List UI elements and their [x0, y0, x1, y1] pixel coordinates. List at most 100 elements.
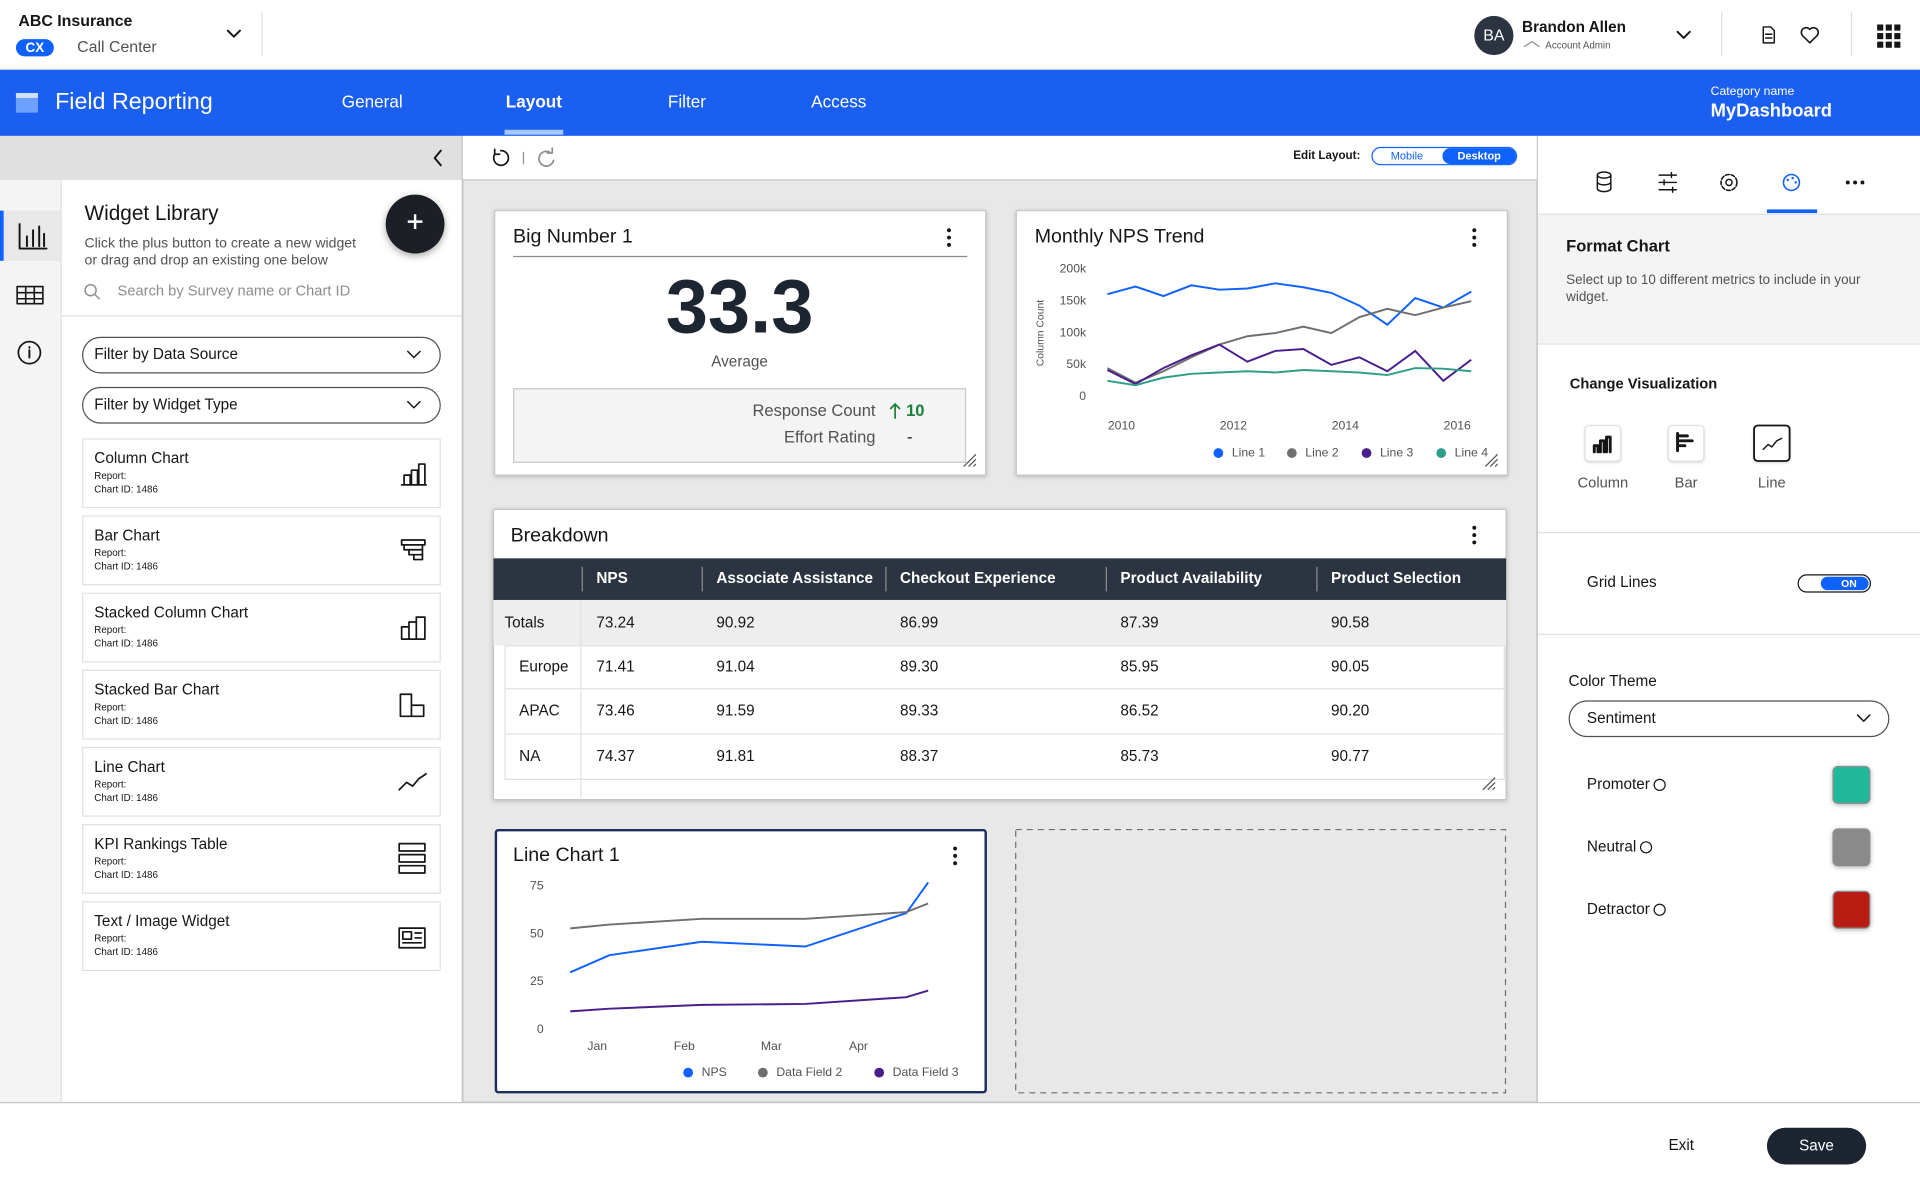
- table-cell: 90.92: [716, 614, 754, 631]
- nav-tab[interactable]: Filter: [668, 91, 706, 111]
- save-button[interactable]: [1766, 1127, 1867, 1165]
- nav-bar: [0, 69, 1920, 136]
- viz-option[interactable]: [1667, 424, 1705, 462]
- data-line: [570, 902, 929, 930]
- chart-card-selected[interactable]: [494, 828, 987, 1094]
- info-icon[interactable]: [17, 340, 42, 365]
- avatar-initials: BA: [1483, 27, 1505, 44]
- filter-label: Filter by Widget Type: [94, 396, 237, 413]
- undo[interactable]: [492, 148, 510, 167]
- resize-grip[interactable]: [1482, 777, 1496, 791]
- legend-dot: [1213, 448, 1224, 458]
- nav-tab[interactable]: Access: [811, 91, 866, 111]
- resize-grip[interactable]: [963, 453, 977, 467]
- exit-button[interactable]: Exit: [1668, 1137, 1694, 1154]
- widget-card[interactable]: [82, 824, 441, 894]
- kebab[interactable]: [1472, 525, 1477, 545]
- palette-icon[interactable]: [1782, 173, 1801, 192]
- panel-desc: widget.: [1565, 289, 1609, 304]
- widget-icon: [400, 616, 426, 641]
- metric-name: Response Count: [752, 401, 875, 420]
- widget-name: Column Chart: [94, 450, 189, 467]
- chevron[interactable]: [226, 29, 241, 38]
- mode-option[interactable]: Desktop: [1457, 151, 1501, 163]
- category-name: MyDashboard: [1711, 99, 1832, 120]
- edit-layout-label: Edit Layout:: [1293, 149, 1360, 162]
- y-axis-label: Column Count: [1036, 300, 1047, 367]
- drop-zone[interactable]: [1015, 828, 1507, 1094]
- x-tick-label: Jan: [587, 1039, 607, 1053]
- y-tick-label: 0: [537, 1022, 544, 1036]
- chart-icon[interactable]: [18, 223, 48, 250]
- nav-tab[interactable]: Layout: [506, 91, 562, 111]
- search-input[interactable]: Search by Survey name or Chart ID: [118, 283, 351, 299]
- card-title: Breakdown: [511, 524, 609, 546]
- mode-option[interactable]: Mobile: [1391, 151, 1423, 163]
- kebab[interactable]: [947, 228, 951, 247]
- column-header: NPS: [596, 570, 627, 587]
- legend-label: Line 3: [1380, 445, 1414, 459]
- table-icon[interactable]: [16, 285, 44, 305]
- badge: [15, 39, 54, 57]
- widget-card[interactable]: [82, 901, 441, 971]
- widget-icon: [398, 927, 426, 949]
- more-icon[interactable]: [1845, 180, 1865, 185]
- metric-value: -: [907, 428, 913, 447]
- user-chevron[interactable]: [1676, 30, 1691, 39]
- rail-active: [0, 210, 4, 261]
- avatar[interactable]: [1474, 15, 1514, 56]
- table-cell: 91.59: [716, 702, 754, 719]
- redo[interactable]: [538, 147, 555, 167]
- panel-desc: Select up to 10 different metrics to inc…: [1566, 272, 1861, 287]
- heart-icon[interactable]: [1800, 26, 1820, 44]
- color-label: Promoter: [1587, 776, 1650, 793]
- collapse[interactable]: [433, 149, 442, 167]
- viz-option[interactable]: [1753, 424, 1791, 462]
- filter-select[interactable]: [82, 336, 441, 374]
- widget-card[interactable]: [82, 592, 441, 663]
- program[interactable]: Call Center: [77, 39, 157, 56]
- legend-dot: [683, 1067, 694, 1078]
- table-cell: 90.05: [1331, 658, 1369, 675]
- table-cell: 91.04: [716, 658, 755, 675]
- legend-label: Data Field 2: [776, 1065, 842, 1079]
- kebab[interactable]: [1472, 228, 1477, 247]
- doc-icon[interactable]: [1762, 26, 1776, 44]
- filter-select[interactable]: [82, 386, 441, 424]
- kebab[interactable]: [953, 846, 958, 866]
- toggle-state: ON: [1841, 579, 1857, 590]
- mode-active: [1442, 148, 1516, 165]
- viz-label: Bar: [1675, 476, 1698, 492]
- info-icon: [1639, 841, 1653, 854]
- metrics-box: [513, 388, 967, 463]
- settings-icon[interactable]: [1658, 171, 1678, 193]
- legend-label: NPS: [702, 1065, 727, 1079]
- color-swatch[interactable]: [1832, 828, 1871, 867]
- widget-icon: [400, 463, 427, 486]
- apps-icon[interactable]: [1877, 24, 1901, 48]
- table-cell: 86.52: [1120, 702, 1158, 719]
- y-tick-label: 50: [530, 926, 544, 940]
- nav-tab[interactable]: General: [342, 91, 403, 111]
- color-swatch[interactable]: [1832, 890, 1871, 929]
- widget-report: Report:: [94, 857, 126, 868]
- table-cell: 73.24: [596, 614, 635, 631]
- widget-card[interactable]: [82, 669, 441, 740]
- widget-chart-id: Chart ID: 1486: [94, 484, 158, 495]
- theme-select[interactable]: [1568, 700, 1890, 738]
- widget-card[interactable]: [82, 438, 441, 509]
- widget-card[interactable]: [82, 515, 441, 586]
- chevron: [407, 350, 421, 359]
- widget-card[interactable]: [82, 746, 441, 817]
- y-tick-label: 25: [530, 974, 544, 988]
- gear-icon[interactable]: [1720, 173, 1738, 192]
- color-swatch[interactable]: [1832, 765, 1871, 804]
- resize-grip[interactable]: [1484, 453, 1498, 467]
- card-title: Big Number 1: [513, 226, 633, 248]
- info-icon: [1653, 778, 1666, 791]
- y-tick-label: 100k: [1060, 325, 1087, 339]
- chart-card[interactable]: [1015, 209, 1508, 476]
- active-tab-indicator: [1766, 209, 1818, 214]
